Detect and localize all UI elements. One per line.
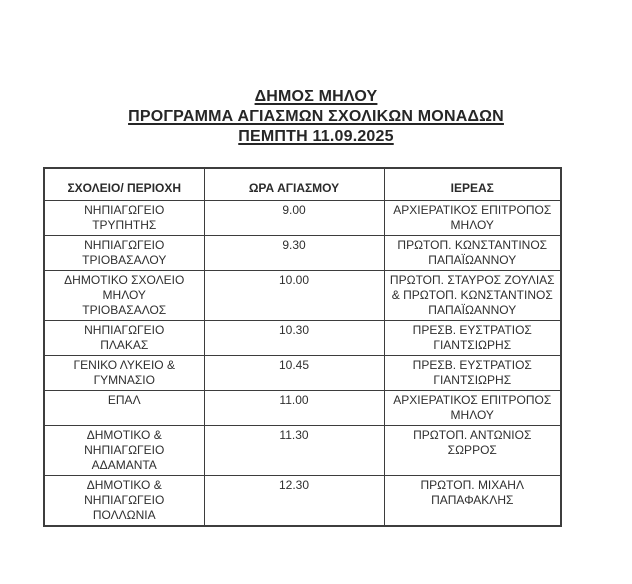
priest-cell: ΠΡΩΤΟΠ. ΣΤΑΥΡΟΣ ΖΟΥΛΙΑΣ & ΠΡΩΤΟΠ. ΚΩΝΣΤΑ… [383, 269, 562, 321]
time-cell: 11.30 [203, 424, 385, 476]
time-cell: 11.00 [203, 389, 385, 426]
priest-cell: ΠΡΩΤΟΠ. ΜΙΧΑΗΛ ΠΑΠΑΦΑΚΛΗΣ [383, 474, 562, 526]
table-row: ΝΗΠΙΑΓΩΓΕΙΟ ΤΡΥΠΗΤΗΣ 9.00 ΑΡΧΙΕΡΑΤΙΚΟΣ Ε… [43, 199, 562, 236]
column-header-blessing-time: ΩΡΑ ΑΓΙΑΣΜΟΥ [203, 167, 385, 201]
title-program: ΠΡΟΓΡΑΜΜΑ ΑΓΙΑΣΜΩΝ ΣΧΟΛΙΚΩΝ ΜΟΝΑΔΩΝ [128, 108, 504, 125]
school-cell: ΓΕΝΙΚΟ ΛΥΚΕΙΟ & ΓΥΜΝΑΣΙΟ [43, 354, 205, 391]
school-cell: ΔΗΜΟΤΙΚΟ & ΝΗΠΙΑΓΩΓΕΙΟ ΑΔΑΜΑΝΤΑ [43, 424, 205, 476]
time-cell: 12.30 [203, 474, 385, 526]
priest-cell: ΠΡΩΤΟΠ. ΚΩΝΣΤΑΝΤΙΝΟΣ ΠΑΠΑΪΩΑΝΝΟΥ [383, 234, 562, 271]
table-row: ΕΠΑΛ 11.00 ΑΡΧΙΕΡΑΤΙΚΟΣ ΕΠΙΤΡΟΠΟΣ ΜΗΛΟΥ [43, 389, 562, 426]
school-cell: ΝΗΠΙΑΓΩΓΕΙΟ ΤΡΥΠΗΤΗΣ [43, 199, 205, 236]
school-cell: ΔΗΜΟΤΙΚΟ ΣΧΟΛΕΙΟ ΜΗΛΟΥ ΤΡΙΟΒΑΣΑΛΟΣ [43, 269, 205, 321]
school-cell: ΝΗΠΙΑΓΩΓΕΙΟ ΠΛΑΚΑΣ [43, 319, 205, 356]
priest-cell: ΠΡΩΤΟΠ. ΑΝΤΩΝΙΟΣ ΣΩΡΡΟΣ [383, 424, 562, 476]
priest-cell: ΠΡΕΣΒ. ΕΥΣΤΡΑΤΙΟΣ ΓΙΑΝΤΣΙΩΡΗΣ [383, 354, 562, 391]
time-cell: 9.00 [203, 199, 385, 236]
school-cell: ΕΠΑΛ [43, 389, 205, 426]
table-row: ΔΗΜΟΤΙΚΟ ΣΧΟΛΕΙΟ ΜΗΛΟΥ ΤΡΙΟΒΑΣΑΛΟΣ 10.00… [43, 269, 562, 321]
title-date: ΠΕΜΠΤΗ 11.09.2025 [238, 128, 394, 145]
table-row: ΔΗΜΟΤΙΚΟ & ΝΗΠΙΑΓΩΓΕΙΟ ΑΔΑΜΑΝΤΑ 11.30 ΠΡ… [43, 424, 562, 476]
table-header-row: ΣΧΟΛΕΙΟ/ ΠΕΡΙΟΧΗ ΩΡΑ ΑΓΙΑΣΜΟΥ ΙΕΡΕΑΣ [43, 167, 562, 201]
table-row: ΔΗΜΟΤΙΚΟ & ΝΗΠΙΑΓΩΓΕΙΟ ΠΟΛΛΩΝΙΑ 12.30 ΠΡ… [43, 474, 562, 526]
column-header-school-area: ΣΧΟΛΕΙΟ/ ΠΕΡΙΟΧΗ [43, 167, 205, 201]
time-cell: 10.00 [203, 269, 385, 321]
priest-cell: ΑΡΧΙΕΡΑΤΙΚΟΣ ΕΠΙΤΡΟΠΟΣ ΜΗΛΟΥ [383, 389, 562, 426]
priest-cell: ΑΡΧΙΕΡΑΤΙΚΟΣ ΕΠΙΤΡΟΠΟΣ ΜΗΛΟΥ [383, 199, 562, 236]
table-row: ΝΗΠΙΑΓΩΓΕΙΟ ΤΡΙΟΒΑΣΑΛΟΥ 9.30 ΠΡΩΤΟΠ. ΚΩΝ… [43, 234, 562, 271]
blessing-schedule-table: ΣΧΟΛΕΙΟ/ ΠΕΡΙΟΧΗ ΩΡΑ ΑΓΙΑΣΜΟΥ ΙΕΡΕΑΣ ΝΗΠ… [43, 167, 562, 527]
school-cell: ΔΗΜΟΤΙΚΟ & ΝΗΠΙΑΓΩΓΕΙΟ ΠΟΛΛΩΝΙΑ [43, 474, 205, 526]
school-cell: ΝΗΠΙΑΓΩΓΕΙΟ ΤΡΙΟΒΑΣΑΛΟΥ [43, 234, 205, 271]
time-cell: 9.30 [203, 234, 385, 271]
table-row: ΓΕΝΙΚΟ ΛΥΚΕΙΟ & ΓΥΜΝΑΣΙΟ 10.45 ΠΡΕΣΒ. ΕΥ… [43, 354, 562, 391]
priest-cell: ΠΡΕΣΒ. ΕΥΣΤΡΑΤΙΟΣ ΓΙΑΝΤΣΙΩΡΗΣ [383, 319, 562, 356]
table-row: ΝΗΠΙΑΓΩΓΕΙΟ ΠΛΑΚΑΣ 10.30 ΠΡΕΣΒ. ΕΥΣΤΡΑΤΙ… [43, 319, 562, 356]
column-header-priest: ΙΕΡΕΑΣ [383, 167, 562, 201]
time-cell: 10.30 [203, 319, 385, 356]
time-cell: 10.45 [203, 354, 385, 391]
title-municipality: ΔΗΜΟΣ ΜΗΛΟΥ [254, 88, 378, 105]
document-title: ΔΗΜΟΣ ΜΗΛΟΥ ΠΡΟΓΡΑΜΜΑ ΑΓΙΑΣΜΩΝ ΣΧΟΛΙΚΩΝ … [0, 0, 632, 147]
